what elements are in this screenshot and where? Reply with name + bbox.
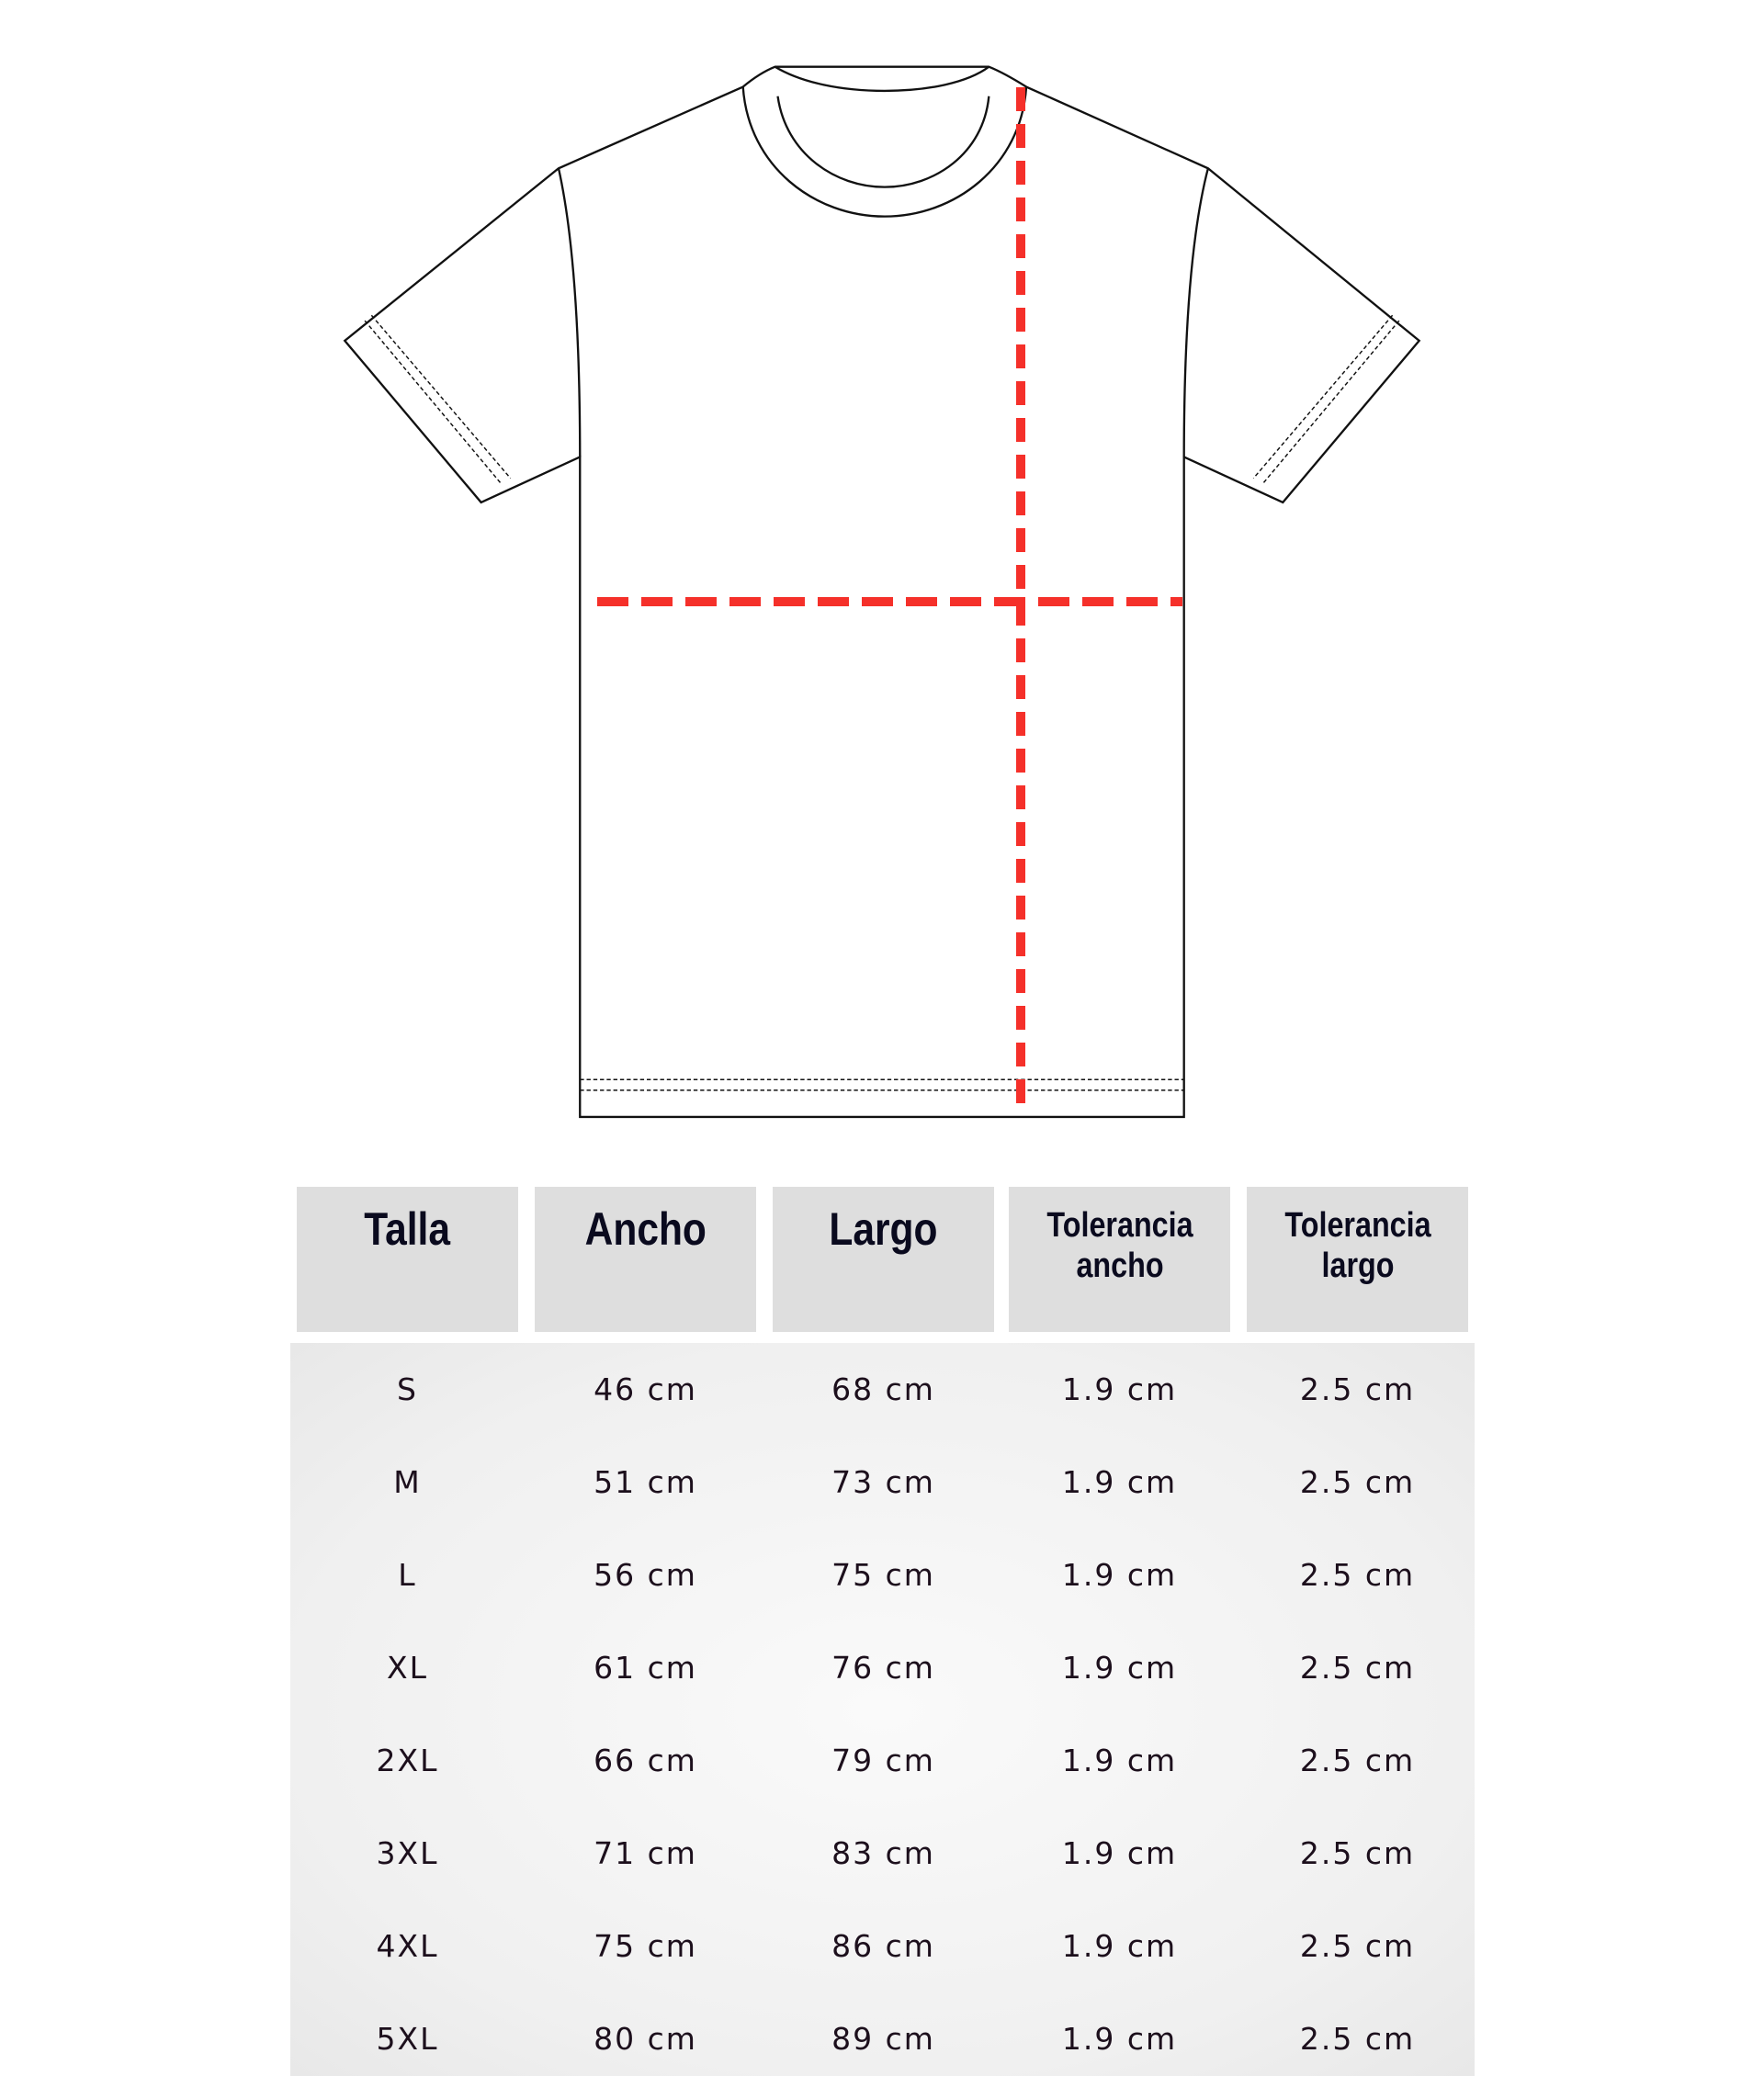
table-cell: 1.9 cm [1061, 1743, 1178, 1778]
left-sleeve-seam [557, 168, 582, 457]
table-row: 2XL 66 cm 79 cm 1.9 cm 2.5 cm [290, 1733, 1475, 1788]
table-cell: 1.9 cm [1061, 1557, 1178, 1593]
table-body: S 46 cm 68 cm 1.9 cm 2.5 cm M 51 cm 73 cm 1.9 cm… [290, 1343, 1475, 2076]
header-largo: Largo [773, 1187, 994, 1332]
table-cell: 2.5 cm [1299, 1928, 1416, 1964]
header-label: Ancho [584, 1203, 707, 1255]
table-row: 5XL 80 cm 89 cm 1.9 cm 2.5 cm [290, 2012, 1475, 2067]
header-tolerancia-largo: Tolerancia largo [1247, 1187, 1468, 1332]
table-cell: 2.5 cm [1299, 1743, 1416, 1778]
table-cell: 75 cm [831, 1557, 935, 1593]
table-cell: 2.5 cm [1299, 1557, 1416, 1593]
tshirt-outline [343, 65, 1421, 1119]
table-cell: 2.5 cm [1299, 1650, 1416, 1686]
table-cell: 1.9 cm [1061, 1928, 1178, 1964]
table-cell: S [397, 1371, 418, 1407]
table-cell: 51 cm [594, 1464, 697, 1500]
header-label: Largo [829, 1203, 938, 1255]
table-cell: 66 cm [594, 1743, 697, 1778]
collar-inner [776, 96, 990, 188]
table-cell: 73 cm [831, 1464, 935, 1500]
table-cell: 4XL [376, 1928, 439, 1964]
table-cell: 1.9 cm [1061, 2021, 1178, 2057]
table-row: 4XL 75 cm 86 cm 1.9 cm 2.5 cm [290, 1919, 1475, 1974]
table-cell: 71 cm [594, 1835, 697, 1871]
table-cell: 5XL [376, 2021, 439, 2057]
table-row: 3XL 71 cm 83 cm 1.9 cm 2.5 cm [290, 1826, 1475, 1881]
table-cell: 76 cm [831, 1650, 935, 1686]
table-cell: 2.5 cm [1299, 2021, 1416, 2057]
header-label: Talla [364, 1203, 451, 1255]
table-cell: 75 cm [594, 1928, 697, 1964]
table-cell: 1.9 cm [1061, 1650, 1178, 1686]
table-cell: 2.5 cm [1299, 1464, 1416, 1500]
table-cell: 89 cm [831, 2021, 935, 2057]
right-sleeve-seam [1182, 167, 1209, 457]
table-cell: 80 cm [594, 2021, 697, 2057]
table-cell: XL [387, 1650, 428, 1686]
table-cell: M [393, 1464, 422, 1500]
header-ancho: Ancho [535, 1187, 756, 1332]
table-cell: 1.9 cm [1061, 1371, 1178, 1407]
table-cell: 46 cm [594, 1371, 697, 1407]
header-label: Tolerancia ancho [1046, 1206, 1193, 1285]
table-cell: 2.5 cm [1299, 1835, 1416, 1871]
tshirt-diagram [343, 65, 1421, 1119]
table-cell: 83 cm [831, 1835, 935, 1871]
table-cell: 68 cm [831, 1371, 935, 1407]
table-cell: 86 cm [831, 1928, 935, 1964]
header-talla: Talla [297, 1187, 518, 1332]
table-row: M 51 cm 73 cm 1.9 cm 2.5 cm [290, 1455, 1475, 1510]
header-label: Tolerancia largo [1283, 1206, 1431, 1285]
table-cell: 2.5 cm [1299, 1371, 1416, 1407]
table-row: XL 61 cm 76 cm 1.9 cm 2.5 cm [290, 1641, 1475, 1696]
table-cell: 1.9 cm [1061, 1835, 1178, 1871]
table-cell: 1.9 cm [1061, 1464, 1178, 1500]
table-cell: L [398, 1557, 417, 1593]
collar-outer [741, 86, 1028, 218]
table-cell: 79 cm [831, 1743, 935, 1778]
table-cell: 56 cm [594, 1557, 697, 1593]
table-cell: 3XL [376, 1835, 439, 1871]
table-cell: 2XL [376, 1743, 439, 1778]
table-row: L 56 cm 75 cm 1.9 cm 2.5 cm [290, 1548, 1475, 1603]
header-tolerancia-ancho: Tolerancia ancho [1009, 1187, 1230, 1332]
table-row: S 46 cm 68 cm 1.9 cm 2.5 cm [290, 1362, 1475, 1417]
table-cell: 61 cm [594, 1650, 697, 1686]
collar-top [775, 65, 990, 93]
